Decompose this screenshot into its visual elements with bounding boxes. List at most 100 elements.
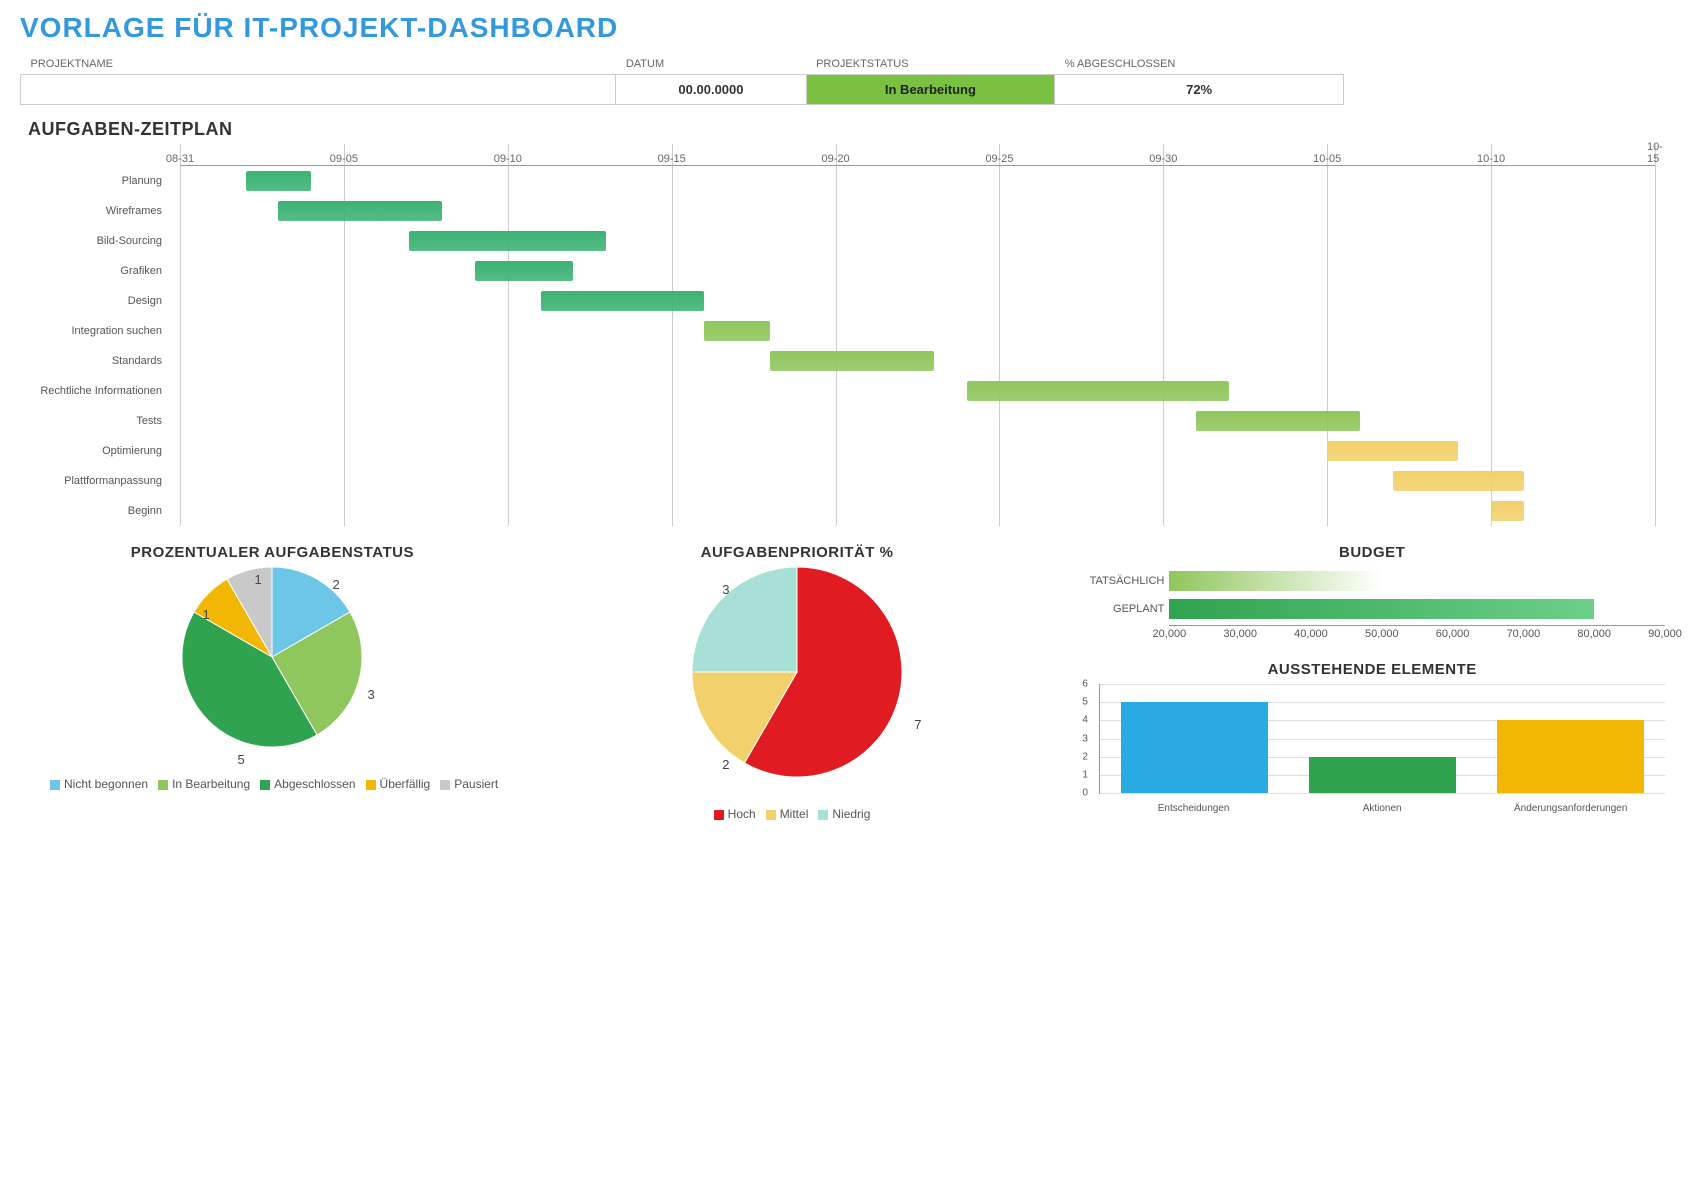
pending-ytick: 0 [1082,788,1088,799]
gantt-row-label: Plattformanpassung [20,475,170,487]
header-pct: % ABGESCHLOSSEN [1055,54,1344,75]
pending-ytick: 4 [1082,715,1088,726]
gantt-row-label: Grafiken [20,265,170,277]
gantt-row: Integration suchen [180,316,1655,346]
gantt-row: Planung [180,166,1655,196]
legend-item: Niedrig [818,807,870,821]
legend-item: Hoch [714,807,756,821]
gantt-row-label: Integration suchen [20,325,170,337]
pie-value-label: 1 [255,572,262,587]
gantt-row: Tests [180,406,1655,436]
budget-tick: 70,000 [1507,628,1541,640]
gantt-row: Design [180,286,1655,316]
budget-tick: 30,000 [1223,628,1257,640]
gantt-row-label: Standards [20,355,170,367]
pending-bar[interactable] [1497,720,1644,793]
gantt-bar[interactable] [770,351,934,371]
budget-tick: 60,000 [1436,628,1470,640]
legend-item: Pausiert [440,777,498,791]
pending-ytick: 1 [1082,769,1088,780]
gantt-row: Rechtliche Informationen [180,376,1655,406]
gantt-bar[interactable] [246,171,312,191]
gantt-row-label: Design [20,295,170,307]
gantt-row: Bild-Sourcing [180,226,1655,256]
pie-value-label: 3 [368,687,375,702]
pending-chart: 0123456 EntscheidungenAktionenÄnderungsa… [1069,684,1675,814]
pie-value-label: 7 [914,717,921,732]
gantt-row-label: Beginn [20,505,170,517]
budget-tick: 20,000 [1153,628,1187,640]
budget-chart: TATSÄCHLICHGEPLANT20,00030,00040,00050,0… [1069,567,1675,645]
pending-ytick: 6 [1082,679,1088,690]
gantt-row: Wireframes [180,196,1655,226]
gantt-row-label: Tests [20,415,170,427]
pending-bar[interactable] [1309,757,1456,793]
budget-bar[interactable] [1169,571,1381,591]
gantt-bar[interactable] [278,201,442,221]
legend-item: Abgeschlossen [260,777,355,791]
gantt-tick: 09-20 [821,153,849,165]
gantt-bar[interactable] [1491,501,1524,521]
gantt-row-label: Wireframes [20,205,170,217]
page-title: VORLAGE FÜR IT-PROJEKT-DASHBOARD [20,12,1675,44]
pending-xlabel: Aktionen [1289,803,1476,814]
budget-panel: BUDGET TATSÄCHLICHGEPLANT20,00030,00040,… [1069,544,1675,645]
gantt-row-label: Rechtliche Informationen [20,385,170,397]
pending-xlabel: Änderungsanforderungen [1477,803,1664,814]
budget-tick: 40,000 [1294,628,1328,640]
header-name: PROJEKTNAME [21,54,616,75]
status-legend: Nicht begonnenIn BearbeitungAbgeschlosse… [20,777,525,795]
budget-bar[interactable] [1169,599,1594,619]
gantt-bar[interactable] [541,291,705,311]
gantt-tick: 09-25 [985,153,1013,165]
gantt-title: AUFGABEN-ZEITPLAN [28,119,1675,140]
header-datum: DATUM [616,54,806,75]
gantt-bar[interactable] [409,231,606,251]
pie-value-label: 2 [722,757,729,772]
cell-status[interactable]: In Bearbeitung [806,75,1055,105]
budget-row-label: GEPLANT [1069,603,1164,615]
legend-item: Nicht begonnen [50,777,148,791]
legend-item: Mittel [766,807,809,821]
pending-ytick: 5 [1082,697,1088,708]
gantt-row-label: Planung [20,175,170,187]
cell-datum[interactable]: 00.00.0000 [616,75,806,105]
budget-title: BUDGET [1069,544,1675,561]
pending-bar[interactable] [1121,702,1268,793]
gantt-bar[interactable] [475,261,573,281]
budget-tick: 50,000 [1365,628,1399,640]
gantt-row-label: Optimierung [20,445,170,457]
gantt-bar[interactable] [967,381,1229,401]
budget-row-label: TATSÄCHLICH [1069,575,1164,587]
gantt-bar[interactable] [1327,441,1458,461]
legend-item: Überfällig [366,777,431,791]
status-pie-panel: PROZENTUALER AUFGABENSTATUS 23511 Nicht … [20,544,525,795]
gantt-tick: 10-10 [1477,153,1505,165]
budget-tick: 80,000 [1577,628,1611,640]
gantt-tick: 09-30 [1149,153,1177,165]
project-info-table: PROJEKTNAME DATUM PROJEKTSTATUS % ABGESC… [20,54,1344,105]
gantt-tick: 10-15 [1647,141,1663,165]
gantt-bar[interactable] [1393,471,1524,491]
gantt-row-label: Bild-Sourcing [20,235,170,247]
budget-tick: 90,000 [1648,628,1682,640]
priority-pie-title: AUFGABENPRIORITÄT % [545,544,1050,561]
pending-ytick: 2 [1082,751,1088,762]
gantt-chart: 08-3109-0509-1009-1509-2009-2509-3010-05… [20,144,1675,526]
budget-row: GEPLANT [1169,595,1665,623]
gantt-tick: 09-15 [658,153,686,165]
pie-value-label: 3 [722,582,729,597]
pie-value-label: 5 [238,752,245,767]
gantt-bar[interactable] [704,321,770,341]
header-status: PROJEKTSTATUS [806,54,1055,75]
pending-panel: AUSSTEHENDE ELEMENTE 0123456 Entscheidun… [1069,661,1675,814]
cell-name[interactable] [21,75,616,105]
budget-row: TATSÄCHLICH [1169,567,1665,595]
gantt-tick: 09-05 [330,153,358,165]
cell-pct[interactable]: 72% [1055,75,1344,105]
pending-xlabel: Entscheidungen [1100,803,1287,814]
priority-legend: Hoch Mittel Niedrig [545,807,1050,825]
gantt-bar[interactable] [1196,411,1360,431]
status-pie-title: PROZENTUALER AUFGABENSTATUS [20,544,525,561]
gantt-tick: 09-10 [494,153,522,165]
